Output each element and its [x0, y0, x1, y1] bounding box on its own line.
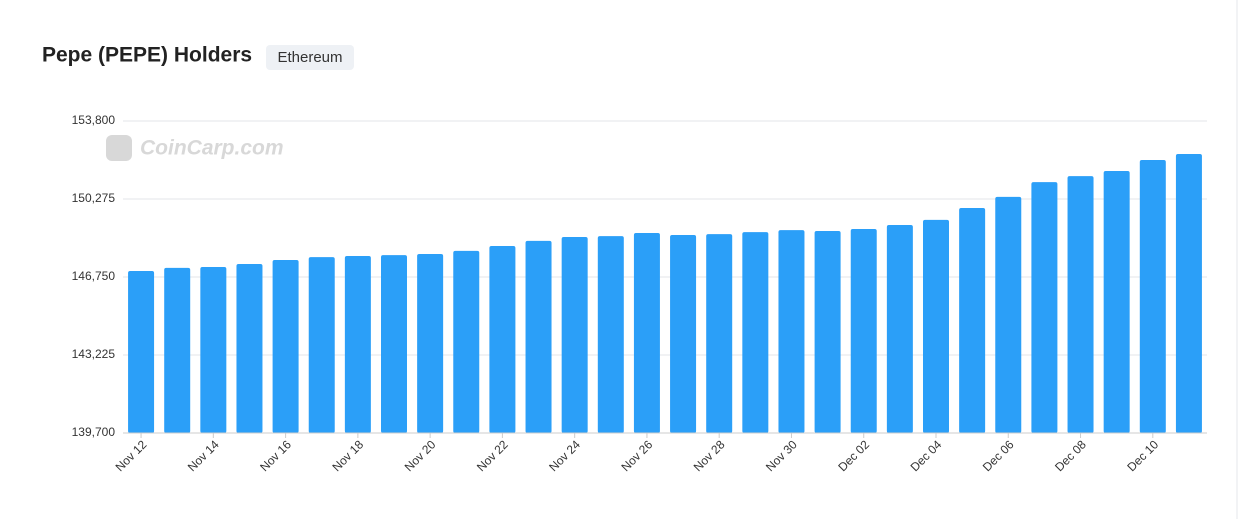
bar: [489, 246, 516, 433]
x-tick-label: Dec 08: [1052, 437, 1089, 474]
bar: [814, 230, 841, 433]
x-tick-label: Dec 02: [835, 437, 872, 474]
bar: [272, 259, 299, 433]
x-tick-label: Dec 04: [908, 437, 945, 474]
bar: [995, 196, 1022, 433]
watermark: CoinCarp.com: [140, 137, 284, 160]
y-tick-label: 146,750: [72, 269, 116, 283]
bar: [706, 234, 733, 433]
bar: [1031, 182, 1058, 433]
bar: [1139, 159, 1166, 433]
x-tick-label: Nov 18: [329, 437, 366, 474]
x-tick-label: Nov 16: [257, 437, 294, 474]
x-tick-label: Nov 24: [546, 437, 583, 474]
watermark-logo: [106, 135, 132, 161]
bar: [886, 225, 913, 433]
badge-bg: [266, 45, 354, 70]
bar: [308, 257, 335, 433]
bar: [525, 240, 552, 433]
bar: [453, 250, 480, 433]
bar: [381, 255, 407, 433]
bar: [236, 263, 263, 433]
chart-title: Pepe (PEPE) Holders: [42, 44, 252, 67]
x-tick-label: Nov 26: [619, 437, 656, 474]
x-tick-label: Nov 22: [474, 437, 511, 474]
x-tick-label: Nov 14: [185, 437, 222, 474]
badge: Ethereum: [277, 49, 342, 66]
bar: [959, 207, 986, 433]
bar: [128, 271, 155, 433]
x-tick-label: Nov 30: [763, 437, 800, 474]
bar: [344, 255, 371, 433]
bar: [742, 232, 769, 433]
x-tick-label: Dec 06: [980, 437, 1017, 474]
bar: [561, 236, 588, 433]
x-tick-label: Dec 10: [1124, 437, 1161, 474]
y-tick-label: 153,800: [72, 113, 116, 127]
bar: [1067, 176, 1094, 433]
bar: [778, 230, 805, 433]
bar: [164, 267, 191, 433]
y-tick-label: 150,275: [72, 191, 116, 205]
bar: [417, 253, 444, 433]
y-tick-label: 143,225: [72, 347, 116, 361]
y-tick-label: 139,700: [72, 425, 116, 439]
x-tick-label: Nov 12: [113, 437, 150, 474]
bar: [1103, 171, 1130, 433]
bar: [923, 219, 949, 433]
bar: [850, 228, 877, 433]
bar: [633, 232, 660, 433]
x-tick-label: Nov 20: [402, 437, 439, 474]
bar: [200, 267, 227, 433]
bar: [597, 236, 624, 433]
bar: [670, 234, 697, 433]
x-tick-label: Nov 28: [691, 437, 728, 474]
bar: [1175, 153, 1202, 433]
